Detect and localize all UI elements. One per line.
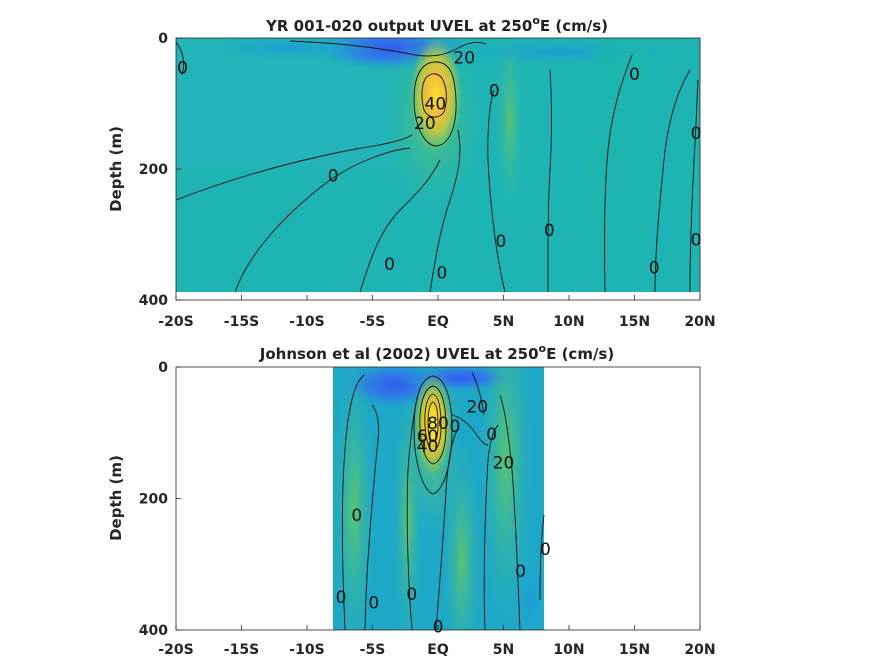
top-x-tick-label: -10S — [289, 314, 324, 330]
top-contour-label: 0 — [177, 58, 188, 78]
bottom-contours — [341, 371, 545, 631]
bottom-contour-label: 80 — [427, 414, 449, 434]
top-contour-label: 0 — [328, 167, 339, 187]
top-contour-label: 0 — [629, 65, 640, 85]
top-contour-label: 20 — [414, 114, 436, 134]
top-contour-label: 0 — [489, 81, 500, 101]
top-x-tick-label: 10N — [553, 314, 584, 330]
top-chart-title: YR 001-020 output UVEL at 250oE (cm/s) — [265, 14, 608, 35]
bottom-contour-label: 0 — [486, 425, 497, 445]
top-y-tick-label: 0 — [158, 31, 168, 47]
bottom-x-tick-label: 5N — [493, 642, 514, 656]
top-contours — [175, 40, 699, 293]
bottom-x-tick-label: -10S — [289, 642, 324, 656]
top-x-tick-label: 20N — [684, 314, 715, 330]
top-y-tick-label: 400 — [139, 293, 168, 309]
top-y-axis-label: Depth (m) — [107, 126, 125, 212]
bottom-x-tick-label: -5S — [360, 642, 386, 656]
bottom-x-tick-label: 15N — [619, 642, 650, 656]
bottom-contour-label: 20 — [466, 397, 488, 417]
top-x-tick-label: 5N — [493, 314, 514, 330]
bottom-contour-label: 0 — [368, 593, 379, 613]
top-x-tick-label: EQ — [427, 314, 449, 330]
bottom-x-tick-label: 20N — [684, 642, 715, 656]
bottom-contour-label: 0 — [406, 585, 417, 605]
top-panel: YR 001-020 output UVEL at 250oE (cm/s) — [107, 14, 716, 330]
bottom-x-tick-label: 10N — [553, 642, 584, 656]
bottom-contour-label: 0 — [540, 540, 551, 560]
top-x-tick-label: -5S — [360, 314, 386, 330]
top-y-tick-label: 200 — [139, 162, 168, 178]
top-contour-label: 0 — [691, 231, 702, 251]
bottom-contour-label: 0 — [351, 506, 362, 526]
bottom-contour-label: 20 — [493, 453, 515, 473]
top-x-ticks: -20S -15S -10S -5S EQ 5N 10N 15N 20N — [158, 295, 716, 330]
bottom-contour-label: 60 — [417, 427, 439, 447]
top-contour-label: 40 — [425, 95, 447, 115]
bottom-y-ticks: 0 200 400 — [139, 360, 181, 639]
bottom-y-tick-label: 400 — [139, 623, 168, 639]
bottom-x-tick-label: -15S — [224, 642, 259, 656]
top-x-tick-label: 15N — [619, 314, 650, 330]
top-contour-label: 0 — [691, 124, 702, 144]
top-contour-label: 20 — [453, 49, 475, 69]
top-x-tick-label: -20S — [158, 314, 193, 330]
top-contour-label: 0 — [437, 263, 448, 283]
bottom-panel: Johnson et al (2002) UVEL at 250oE (cm/s… — [107, 342, 716, 658]
bottom-y-tick-label: 0 — [158, 360, 168, 376]
top-contour-label: 0 — [495, 232, 506, 252]
top-x-tick-label: -15S — [224, 314, 259, 330]
bottom-y-tick-label: 200 — [139, 492, 168, 508]
bottom-contour-label: 0 — [515, 562, 526, 582]
bottom-contour-label: 40 — [417, 437, 439, 457]
bottom-contour-label: 0 — [450, 417, 461, 437]
top-contour-label: 0 — [384, 255, 395, 275]
bottom-x-ticks: -20S -15S -10S -5S EQ 5N 10N 15N 20N — [158, 625, 716, 658]
top-heatmap — [176, 38, 700, 292]
bottom-y-axis-label: Depth (m) — [107, 455, 125, 541]
bottom-x-tick-label: EQ — [427, 642, 449, 656]
top-contour-label: 0 — [649, 258, 660, 278]
top-contour-label: 0 — [544, 221, 555, 241]
bottom-chart-title: Johnson et al (2002) UVEL at 250oE (cm/s… — [259, 342, 614, 363]
bottom-x-tick-label: -20S — [158, 642, 193, 656]
bottom-contour-label: 0 — [336, 588, 347, 608]
bottom-heatmap — [333, 367, 544, 630]
top-y-ticks: 0 200 400 — [139, 31, 181, 309]
